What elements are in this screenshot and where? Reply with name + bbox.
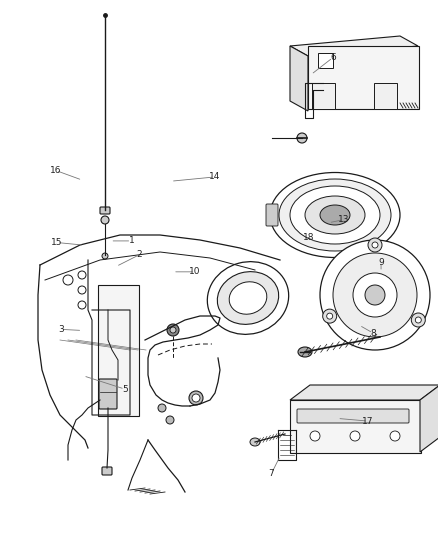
Circle shape: [415, 317, 421, 323]
Text: 17: 17: [362, 417, 374, 425]
Ellipse shape: [298, 347, 312, 357]
Circle shape: [411, 313, 425, 327]
Circle shape: [350, 431, 360, 441]
Ellipse shape: [270, 173, 400, 257]
Circle shape: [189, 391, 203, 405]
Polygon shape: [290, 36, 418, 56]
FancyBboxPatch shape: [307, 45, 418, 109]
Circle shape: [158, 404, 166, 412]
Text: 9: 9: [378, 258, 384, 266]
Circle shape: [101, 216, 109, 224]
Ellipse shape: [229, 282, 267, 314]
Ellipse shape: [290, 186, 380, 244]
Circle shape: [310, 431, 320, 441]
Circle shape: [167, 324, 179, 336]
Circle shape: [365, 285, 385, 305]
Text: 3: 3: [58, 325, 64, 334]
Text: 18: 18: [303, 233, 314, 241]
Text: 8: 8: [370, 329, 376, 337]
Text: 15: 15: [51, 238, 63, 247]
FancyBboxPatch shape: [311, 83, 335, 109]
Polygon shape: [420, 385, 438, 452]
Circle shape: [327, 313, 333, 319]
FancyBboxPatch shape: [374, 83, 396, 109]
Circle shape: [78, 271, 86, 279]
Circle shape: [333, 253, 417, 337]
Text: 7: 7: [268, 469, 275, 478]
Ellipse shape: [305, 196, 365, 234]
FancyBboxPatch shape: [318, 52, 332, 68]
Circle shape: [63, 275, 73, 285]
Circle shape: [102, 253, 108, 259]
Circle shape: [192, 394, 200, 402]
Text: 13: 13: [338, 215, 350, 224]
Circle shape: [323, 309, 337, 323]
Ellipse shape: [279, 179, 391, 251]
FancyBboxPatch shape: [297, 409, 409, 423]
Circle shape: [297, 133, 307, 143]
FancyBboxPatch shape: [266, 204, 278, 226]
Circle shape: [390, 431, 400, 441]
FancyBboxPatch shape: [98, 285, 138, 416]
Polygon shape: [290, 46, 308, 111]
FancyBboxPatch shape: [100, 207, 110, 214]
FancyBboxPatch shape: [290, 400, 420, 453]
Text: 1: 1: [128, 237, 134, 245]
Ellipse shape: [217, 272, 279, 325]
FancyBboxPatch shape: [102, 467, 112, 475]
Text: 2: 2: [137, 251, 142, 259]
Circle shape: [320, 240, 430, 350]
Text: 6: 6: [330, 53, 336, 62]
Text: 5: 5: [122, 385, 128, 393]
Circle shape: [368, 238, 382, 252]
Ellipse shape: [250, 438, 260, 446]
Circle shape: [353, 273, 397, 317]
Circle shape: [372, 242, 378, 248]
Text: 10: 10: [189, 268, 201, 276]
Circle shape: [78, 286, 86, 294]
Text: 16: 16: [50, 166, 62, 175]
Circle shape: [78, 301, 86, 309]
FancyBboxPatch shape: [99, 379, 117, 409]
Text: 14: 14: [209, 173, 220, 181]
Ellipse shape: [207, 262, 289, 334]
Ellipse shape: [320, 205, 350, 225]
Polygon shape: [290, 385, 438, 400]
Circle shape: [170, 327, 176, 333]
Circle shape: [166, 416, 174, 424]
